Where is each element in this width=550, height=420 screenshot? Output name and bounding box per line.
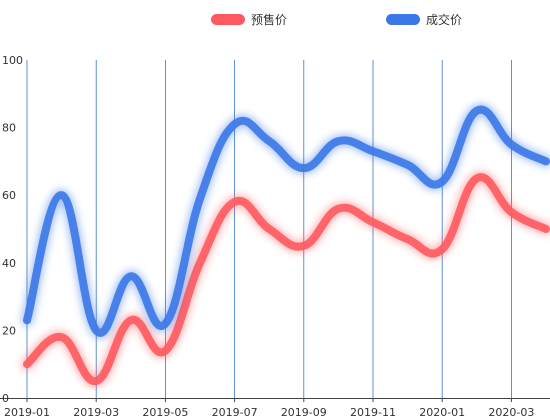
- x-tick-label: 2020-01: [419, 406, 465, 419]
- y-tick-label: 80: [2, 122, 16, 135]
- x-tick-label: 2019-07: [212, 406, 258, 419]
- x-tick-label: 2019-11: [350, 406, 396, 419]
- series-line-0: [23, 173, 550, 386]
- legend-item-presale[interactable]: 预售价: [211, 9, 287, 29]
- legend-swatch-deal: [386, 13, 420, 25]
- x-tick-label: 2019-05: [142, 406, 188, 419]
- x-tick-label: 2019-09: [281, 406, 327, 419]
- y-tick-label: 100: [2, 54, 23, 67]
- x-tick-label: 2020-03: [488, 406, 534, 419]
- legend-label-deal: 成交价: [426, 12, 463, 27]
- x-tick-label: 2019-01: [4, 406, 50, 419]
- legend-swatch-presale: [211, 13, 245, 25]
- y-tick-label: 20: [2, 324, 16, 337]
- y-tick-label: 60: [2, 189, 16, 202]
- y-tick-label: 0: [2, 392, 9, 405]
- legend-item-deal[interactable]: 成交价: [386, 9, 462, 29]
- series-glow-0: [21, 171, 550, 388]
- x-tick-label: 2019-03: [73, 406, 119, 419]
- series-glow-1: [21, 103, 550, 339]
- legend-label-presale: 预售价: [251, 12, 288, 27]
- series-line-1: [23, 105, 550, 337]
- y-tick-label: 40: [2, 257, 16, 270]
